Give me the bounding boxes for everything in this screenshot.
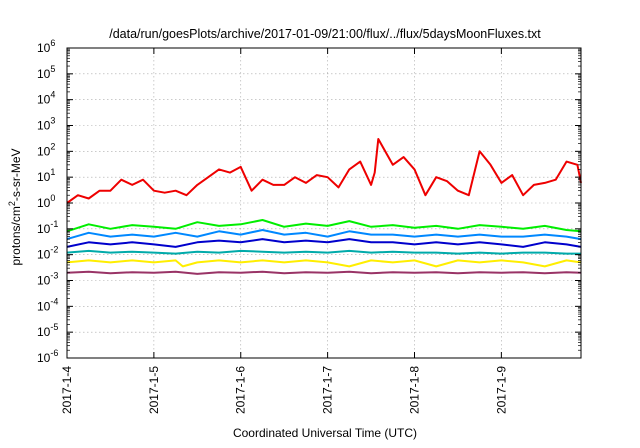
chart-title: /data/run/goesPlots/archive/2017-01-09/2…	[109, 27, 541, 41]
y-tick-label: 105	[37, 64, 55, 81]
series-line-3	[66, 229, 582, 241]
x-tick-label: 2017-1-9	[494, 366, 508, 414]
y-axis-label-main: protons/cm	[9, 206, 23, 265]
y-axis-label: protons/cm2-s-sr-MeV	[7, 148, 23, 265]
series-line-2	[66, 219, 582, 233]
x-axis-label: Coordinated Universal Time (UTC)	[233, 426, 417, 440]
series-line-4	[66, 238, 582, 248]
x-tick-label: 2017-1-5	[147, 366, 161, 414]
series-layer	[66, 138, 582, 275]
y-tick-label: 103	[37, 116, 55, 133]
y-axis-label-rest: -s-sr-MeV	[9, 148, 23, 201]
series-line-6	[66, 259, 582, 268]
axis-ticks	[66, 47, 581, 359]
x-tick-label: 2017-1-8	[407, 366, 421, 414]
grid-lines	[67, 48, 581, 358]
y-tick-label: 10-4	[37, 296, 58, 313]
y-axis-label-superscript: 2	[7, 201, 17, 206]
y-tick-label: 10-3	[37, 271, 58, 288]
x-tick-label: 2017-1-7	[321, 366, 335, 414]
x-tick-label: 2017-1-6	[234, 366, 248, 414]
y-tick-labels: 10-6 10-5 10-4 10-3 10-2 10-1 100 101 102 103 104 1…	[37, 38, 58, 365]
x-tick-labels: 2017-1-4 2017-1-5 2017-1-6 2017-1-7 2017-1-8…	[60, 366, 508, 414]
y-tick-label: 10-2	[37, 245, 58, 262]
y-tick-label: 10-6	[37, 348, 58, 365]
y-tick-label: 10-1	[37, 219, 58, 236]
y-tick-label: 100	[37, 193, 55, 210]
x-tick-label: 2017-1-4	[60, 366, 74, 414]
y-tick-label: 104	[37, 90, 55, 107]
y-tick-label: 101	[37, 167, 55, 184]
y-tick-label: 106	[37, 38, 55, 55]
y-tick-label: 10-5	[37, 322, 58, 339]
y-tick-label: 102	[37, 141, 55, 158]
series-line-1	[66, 138, 582, 204]
series-line-5	[66, 249, 581, 255]
series-line-7	[66, 270, 582, 275]
